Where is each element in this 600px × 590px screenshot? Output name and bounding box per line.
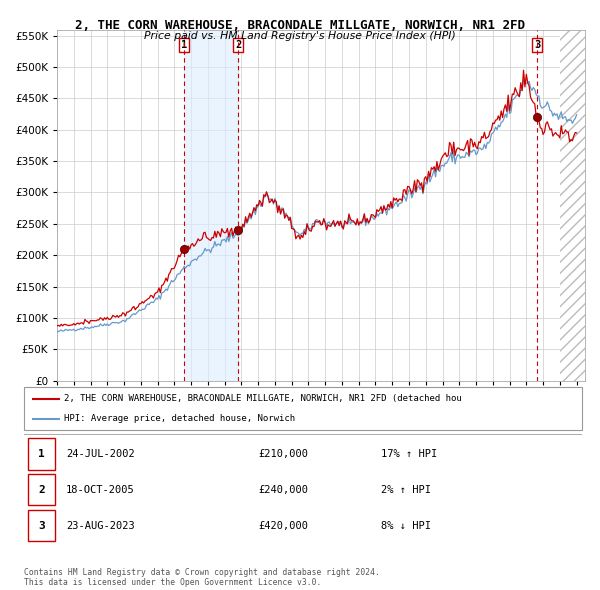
Text: Price paid vs. HM Land Registry's House Price Index (HPI): Price paid vs. HM Land Registry's House … xyxy=(144,31,456,41)
Bar xyxy=(184,30,238,381)
Text: 17% ↑ HPI: 17% ↑ HPI xyxy=(381,449,437,459)
FancyBboxPatch shape xyxy=(24,387,582,430)
Text: 2: 2 xyxy=(235,40,241,50)
Text: 2, THE CORN WAREHOUSE, BRACONDALE MILLGATE, NORWICH, NR1 2FD: 2, THE CORN WAREHOUSE, BRACONDALE MILLGA… xyxy=(75,19,525,32)
FancyBboxPatch shape xyxy=(28,438,55,470)
Text: 23-AUG-2023: 23-AUG-2023 xyxy=(66,520,134,530)
FancyBboxPatch shape xyxy=(28,510,55,541)
Text: 8% ↓ HPI: 8% ↓ HPI xyxy=(381,520,431,530)
Text: 2, THE CORN WAREHOUSE, BRACONDALE MILLGATE, NORWICH, NR1 2FD (detached hou: 2, THE CORN WAREHOUSE, BRACONDALE MILLGA… xyxy=(64,394,462,403)
Text: 3: 3 xyxy=(534,40,540,50)
Text: 2% ↑ HPI: 2% ↑ HPI xyxy=(381,485,431,494)
Text: £210,000: £210,000 xyxy=(259,449,308,459)
FancyBboxPatch shape xyxy=(28,474,55,506)
Text: 1: 1 xyxy=(38,449,45,459)
Text: £240,000: £240,000 xyxy=(259,485,308,494)
Text: 18-OCT-2005: 18-OCT-2005 xyxy=(66,485,134,494)
Text: 24-JUL-2002: 24-JUL-2002 xyxy=(66,449,134,459)
Text: £420,000: £420,000 xyxy=(259,520,308,530)
Text: HPI: Average price, detached house, Norwich: HPI: Average price, detached house, Norw… xyxy=(64,414,295,424)
Text: 1: 1 xyxy=(181,40,187,50)
Text: Contains HM Land Registry data © Crown copyright and database right 2024.
This d: Contains HM Land Registry data © Crown c… xyxy=(24,568,380,587)
Text: 3: 3 xyxy=(38,520,45,530)
Text: 2: 2 xyxy=(38,485,45,494)
Bar xyxy=(560,30,587,381)
